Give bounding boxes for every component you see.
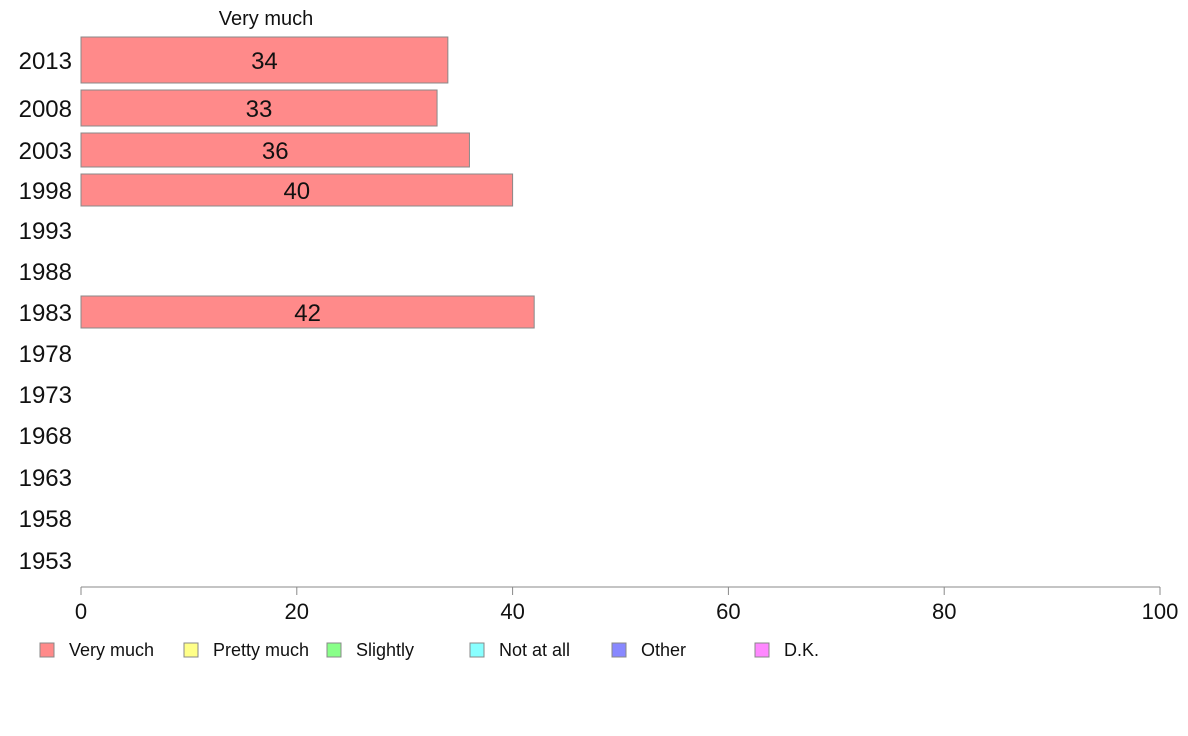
category-label-1983: 1983	[19, 300, 72, 327]
legend-label-d-k: D.K.	[784, 640, 819, 660]
category-label-1998: 1998	[19, 178, 72, 205]
legend-label-pretty-much: Pretty much	[213, 640, 309, 660]
legend-swatch-other	[611, 642, 627, 658]
legend-swatch-pretty-much	[183, 642, 199, 658]
category-label-2003: 2003	[19, 138, 72, 165]
legend-label-other: Other	[641, 640, 686, 660]
bar-value-label-2003: 36	[262, 138, 289, 165]
bar-value-label-1983: 42	[294, 300, 321, 327]
x-axis: 0 20 40 60 80 100	[75, 586, 1179, 624]
x-tick-label-80: 80	[932, 599, 956, 624]
legend: Very much Pretty much Slightly Not at all Ot…	[39, 640, 819, 660]
category-label-2013: 2013	[19, 48, 72, 75]
category-labels: 2013 2008 2003 1998 1993 1988 1983 1978 1973 1968…	[19, 48, 72, 575]
bar-1998	[80, 173, 514, 207]
series-title: Very much	[219, 8, 313, 30]
category-label-1988: 1988	[19, 259, 72, 286]
legend-label-very-much: Very much	[69, 640, 154, 660]
legend-label-slightly: Slightly	[356, 640, 414, 660]
legend-label-not-at-all: Not at all	[499, 640, 570, 660]
x-tick-label-0: 0	[75, 599, 87, 624]
category-label-1953: 1953	[19, 548, 72, 575]
category-label-1973: 1973	[19, 382, 72, 409]
legend-swatch-not-at-all	[469, 642, 485, 658]
category-label-1963: 1963	[19, 465, 72, 492]
bar-2008	[80, 89, 438, 127]
legend-swatch-d-k	[754, 642, 770, 658]
category-label-1993: 1993	[19, 218, 72, 245]
bar-value-label-2013: 34	[251, 48, 278, 75]
x-tick-label-60: 60	[716, 599, 740, 624]
x-tick-label-40: 40	[500, 599, 524, 624]
bar-2013	[80, 36, 449, 84]
x-tick-label-100: 100	[1142, 599, 1179, 624]
bar-value-label-1998: 40	[283, 178, 310, 205]
category-label-1958: 1958	[19, 506, 72, 533]
category-label-2008: 2008	[19, 96, 72, 123]
x-tick-label-20: 20	[285, 599, 309, 624]
category-label-1978: 1978	[19, 341, 72, 368]
bar-1983	[80, 295, 535, 329]
bar-value-label-2008: 33	[246, 96, 273, 123]
legend-swatch-slightly	[326, 642, 342, 658]
bar-2003	[80, 132, 470, 168]
bars-group: 34 33 36 40 42	[80, 36, 535, 329]
category-label-1968: 1968	[19, 423, 72, 450]
legend-swatch-very-much	[39, 642, 55, 658]
